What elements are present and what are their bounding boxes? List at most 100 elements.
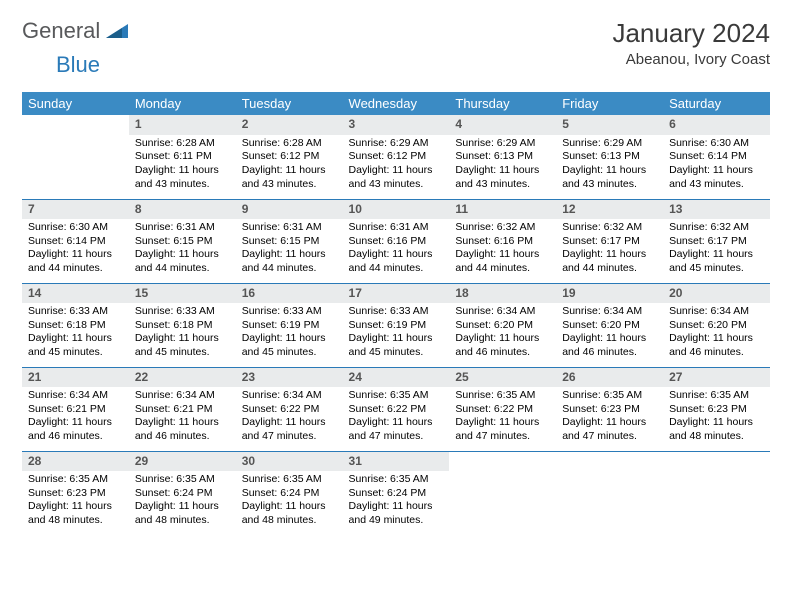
day-body: Sunrise: 6:29 AMSunset: 6:13 PMDaylight:…: [556, 135, 663, 196]
day-body: Sunrise: 6:35 AMSunset: 6:22 PMDaylight:…: [449, 387, 556, 448]
calendar-day-cell: 9Sunrise: 6:31 AMSunset: 6:15 PMDaylight…: [236, 199, 343, 283]
day-number: 17: [343, 284, 450, 304]
daylight-text: Daylight: 11 hours and 44 minutes.: [562, 248, 657, 275]
calendar-day-cell: 13Sunrise: 6:32 AMSunset: 6:17 PMDayligh…: [663, 199, 770, 283]
daylight-text: Daylight: 11 hours and 48 minutes.: [28, 500, 123, 527]
day-body: Sunrise: 6:30 AMSunset: 6:14 PMDaylight:…: [22, 219, 129, 280]
daylight-text: Daylight: 11 hours and 43 minutes.: [669, 164, 764, 191]
day-body: Sunrise: 6:34 AMSunset: 6:20 PMDaylight:…: [449, 303, 556, 364]
day-number: 28: [22, 452, 129, 472]
calendar-day-cell: 28Sunrise: 6:35 AMSunset: 6:23 PMDayligh…: [22, 451, 129, 535]
day-number: 23: [236, 368, 343, 388]
calendar-day-cell: 12Sunrise: 6:32 AMSunset: 6:17 PMDayligh…: [556, 199, 663, 283]
sunrise-text: Sunrise: 6:28 AM: [135, 137, 230, 151]
sunset-text: Sunset: 6:23 PM: [669, 403, 764, 417]
sunset-text: Sunset: 6:12 PM: [242, 150, 337, 164]
day-number: 7: [22, 200, 129, 220]
calendar-day-cell: 19Sunrise: 6:34 AMSunset: 6:20 PMDayligh…: [556, 283, 663, 367]
day-body: Sunrise: 6:35 AMSunset: 6:24 PMDaylight:…: [129, 471, 236, 532]
title-block: January 2024 Abeanou, Ivory Coast: [612, 18, 770, 68]
sunrise-text: Sunrise: 6:32 AM: [669, 221, 764, 235]
day-body: Sunrise: 6:28 AMSunset: 6:12 PMDaylight:…: [236, 135, 343, 196]
sunset-text: Sunset: 6:24 PM: [135, 487, 230, 501]
calendar-table: Sunday Monday Tuesday Wednesday Thursday…: [22, 92, 770, 535]
calendar-day-cell: 18Sunrise: 6:34 AMSunset: 6:20 PMDayligh…: [449, 283, 556, 367]
day-number: 6: [663, 115, 770, 135]
day-number: 19: [556, 284, 663, 304]
day-number: 18: [449, 284, 556, 304]
calendar-day-cell: 27Sunrise: 6:35 AMSunset: 6:23 PMDayligh…: [663, 367, 770, 451]
calendar-day-cell: 21Sunrise: 6:34 AMSunset: 6:21 PMDayligh…: [22, 367, 129, 451]
day-body: Sunrise: 6:33 AMSunset: 6:19 PMDaylight:…: [236, 303, 343, 364]
calendar-day-cell: 24Sunrise: 6:35 AMSunset: 6:22 PMDayligh…: [343, 367, 450, 451]
day-number: 21: [22, 368, 129, 388]
day-body: Sunrise: 6:33 AMSunset: 6:19 PMDaylight:…: [343, 303, 450, 364]
day-number: 9: [236, 200, 343, 220]
calendar-day-cell: [22, 115, 129, 199]
sunrise-text: Sunrise: 6:35 AM: [135, 473, 230, 487]
day-number: 30: [236, 452, 343, 472]
daylight-text: Daylight: 11 hours and 43 minutes.: [242, 164, 337, 191]
sunset-text: Sunset: 6:14 PM: [669, 150, 764, 164]
day-body: Sunrise: 6:28 AMSunset: 6:11 PMDaylight:…: [129, 135, 236, 196]
sunset-text: Sunset: 6:13 PM: [562, 150, 657, 164]
calendar-day-cell: 7Sunrise: 6:30 AMSunset: 6:14 PMDaylight…: [22, 199, 129, 283]
day-body: Sunrise: 6:34 AMSunset: 6:21 PMDaylight:…: [22, 387, 129, 448]
sunrise-text: Sunrise: 6:34 AM: [242, 389, 337, 403]
day-body: Sunrise: 6:29 AMSunset: 6:13 PMDaylight:…: [449, 135, 556, 196]
daylight-text: Daylight: 11 hours and 47 minutes.: [242, 416, 337, 443]
sunset-text: Sunset: 6:17 PM: [669, 235, 764, 249]
daylight-text: Daylight: 11 hours and 43 minutes.: [562, 164, 657, 191]
day-body: Sunrise: 6:34 AMSunset: 6:20 PMDaylight:…: [556, 303, 663, 364]
daylight-text: Daylight: 11 hours and 46 minutes.: [669, 332, 764, 359]
day-body: Sunrise: 6:35 AMSunset: 6:23 PMDaylight:…: [663, 387, 770, 448]
sunset-text: Sunset: 6:23 PM: [562, 403, 657, 417]
day-number: 26: [556, 368, 663, 388]
daylight-text: Daylight: 11 hours and 44 minutes.: [135, 248, 230, 275]
sunrise-text: Sunrise: 6:34 AM: [135, 389, 230, 403]
sunrise-text: Sunrise: 6:29 AM: [455, 137, 550, 151]
day-number: 25: [449, 368, 556, 388]
sunset-text: Sunset: 6:20 PM: [562, 319, 657, 333]
calendar-day-cell: 14Sunrise: 6:33 AMSunset: 6:18 PMDayligh…: [22, 283, 129, 367]
calendar-day-cell: [449, 451, 556, 535]
sunrise-text: Sunrise: 6:35 AM: [242, 473, 337, 487]
daylight-text: Daylight: 11 hours and 45 minutes.: [242, 332, 337, 359]
calendar-day-cell: 22Sunrise: 6:34 AMSunset: 6:21 PMDayligh…: [129, 367, 236, 451]
sunset-text: Sunset: 6:13 PM: [455, 150, 550, 164]
calendar-day-cell: 29Sunrise: 6:35 AMSunset: 6:24 PMDayligh…: [129, 451, 236, 535]
day-body: Sunrise: 6:31 AMSunset: 6:15 PMDaylight:…: [129, 219, 236, 280]
sunrise-text: Sunrise: 6:35 AM: [349, 473, 444, 487]
sunset-text: Sunset: 6:22 PM: [242, 403, 337, 417]
sunset-text: Sunset: 6:19 PM: [349, 319, 444, 333]
day-body: Sunrise: 6:29 AMSunset: 6:12 PMDaylight:…: [343, 135, 450, 196]
sunset-text: Sunset: 6:21 PM: [28, 403, 123, 417]
sunrise-text: Sunrise: 6:33 AM: [242, 305, 337, 319]
sunrise-text: Sunrise: 6:34 AM: [455, 305, 550, 319]
sunrise-text: Sunrise: 6:32 AM: [455, 221, 550, 235]
sunrise-text: Sunrise: 6:29 AM: [562, 137, 657, 151]
calendar-day-cell: 5Sunrise: 6:29 AMSunset: 6:13 PMDaylight…: [556, 115, 663, 199]
logo-text-general: General: [22, 18, 100, 44]
sunrise-text: Sunrise: 6:33 AM: [349, 305, 444, 319]
day-number: 20: [663, 284, 770, 304]
day-body: Sunrise: 6:31 AMSunset: 6:15 PMDaylight:…: [236, 219, 343, 280]
day-number: 31: [343, 452, 450, 472]
sunset-text: Sunset: 6:16 PM: [455, 235, 550, 249]
day-body: Sunrise: 6:35 AMSunset: 6:24 PMDaylight:…: [236, 471, 343, 532]
day-body: Sunrise: 6:35 AMSunset: 6:22 PMDaylight:…: [343, 387, 450, 448]
calendar-day-cell: 20Sunrise: 6:34 AMSunset: 6:20 PMDayligh…: [663, 283, 770, 367]
daylight-text: Daylight: 11 hours and 47 minutes.: [562, 416, 657, 443]
calendar-day-cell: 17Sunrise: 6:33 AMSunset: 6:19 PMDayligh…: [343, 283, 450, 367]
sunrise-text: Sunrise: 6:35 AM: [455, 389, 550, 403]
sunset-text: Sunset: 6:21 PM: [135, 403, 230, 417]
sunrise-text: Sunrise: 6:35 AM: [28, 473, 123, 487]
brand-logo: General: [22, 18, 130, 44]
logo-text-blue: Blue: [56, 52, 100, 77]
day-number: 27: [663, 368, 770, 388]
daylight-text: Daylight: 11 hours and 46 minutes.: [135, 416, 230, 443]
weekday-header-row: Sunday Monday Tuesday Wednesday Thursday…: [22, 92, 770, 115]
sunset-text: Sunset: 6:20 PM: [669, 319, 764, 333]
sunset-text: Sunset: 6:14 PM: [28, 235, 123, 249]
calendar-day-cell: 4Sunrise: 6:29 AMSunset: 6:13 PMDaylight…: [449, 115, 556, 199]
